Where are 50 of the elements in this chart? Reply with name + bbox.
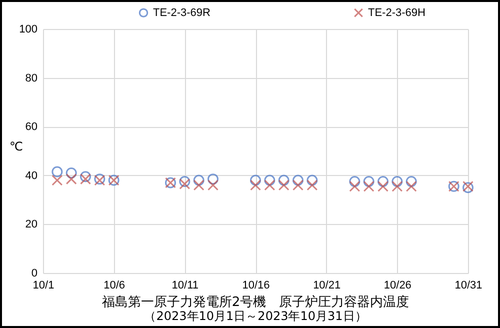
point	[278, 174, 290, 186]
point	[208, 180, 218, 191]
point	[392, 176, 403, 187]
point	[306, 180, 318, 191]
y-tick-label: 100	[19, 24, 38, 36]
point	[80, 174, 91, 185]
y-tick-label: 80	[25, 72, 38, 84]
text: 福島第一原子力発電所2号機 原子炉圧力容器内温度	[102, 294, 410, 310]
legend-label: TE-2-3-69R	[153, 6, 211, 19]
point	[292, 180, 304, 191]
point	[392, 180, 403, 192]
point	[264, 174, 276, 186]
point	[264, 180, 276, 191]
text: （2023年10月1日～2023年10月31日）	[144, 309, 367, 323]
y-tick-label: 0	[31, 268, 38, 280]
point	[306, 174, 318, 186]
point	[193, 174, 204, 186]
point	[278, 180, 290, 191]
x-tick-label: 10/11	[172, 280, 199, 292]
y-axis-title: ℃	[10, 140, 23, 154]
y-tick-label: 20	[25, 218, 38, 231]
point	[363, 176, 374, 187]
point	[363, 180, 374, 192]
point	[250, 174, 261, 186]
point	[52, 174, 63, 186]
point	[208, 174, 218, 185]
x-tick-label: 10/31	[454, 280, 482, 292]
point	[378, 180, 388, 192]
point	[406, 180, 417, 192]
point	[406, 176, 417, 187]
point	[80, 171, 91, 182]
point	[179, 178, 190, 190]
x-tick-label: 10/6	[104, 280, 126, 292]
y-tick-label: 60	[25, 121, 38, 134]
x-tick-label: 10/16	[242, 280, 270, 292]
x-tick-label: 10/21	[313, 280, 341, 292]
point	[66, 167, 77, 178]
legend-label: TE-2-3-69H	[368, 6, 426, 19]
point	[193, 180, 204, 191]
point	[349, 180, 360, 192]
point	[378, 176, 388, 187]
point	[292, 174, 304, 186]
y-tick-label: 40	[25, 170, 38, 182]
point	[349, 176, 360, 187]
point	[179, 176, 190, 187]
point	[52, 166, 63, 178]
point	[66, 174, 77, 185]
x-tick-label: 10/1	[32, 280, 54, 292]
point	[250, 180, 261, 191]
x-tick-label: 10/26	[384, 280, 412, 292]
